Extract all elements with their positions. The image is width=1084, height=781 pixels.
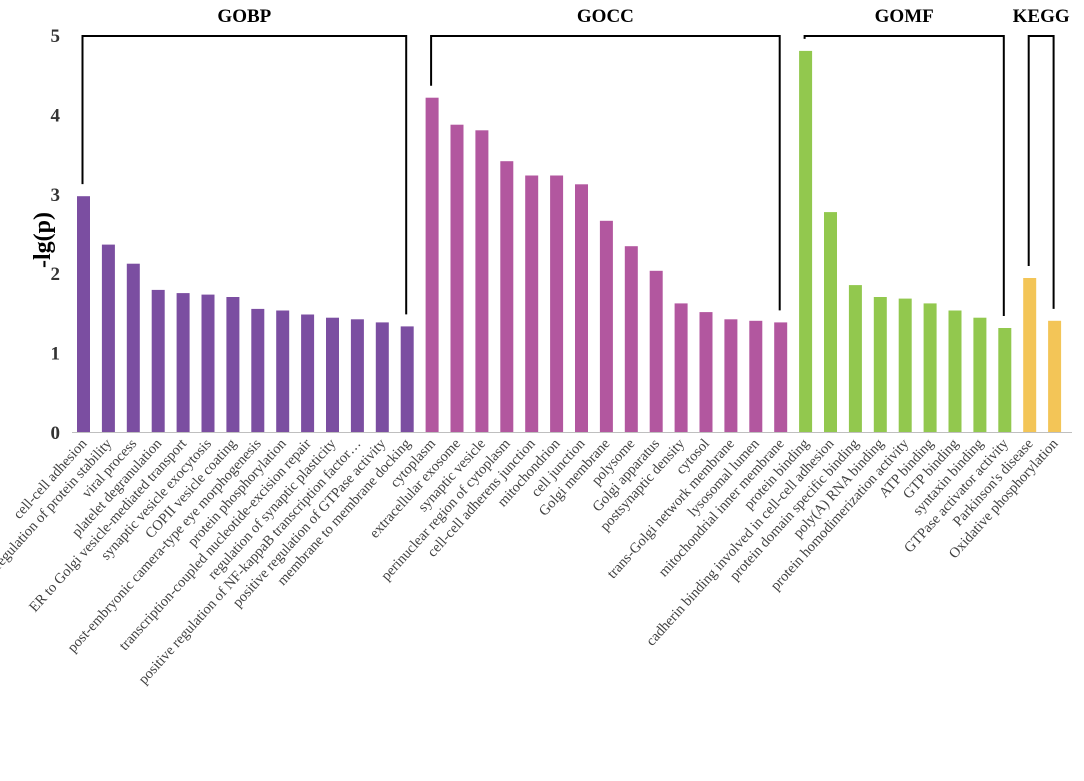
bar — [326, 317, 339, 432]
bar — [898, 298, 912, 432]
bar — [599, 220, 613, 432]
bar — [201, 294, 215, 432]
bar — [1048, 320, 1062, 432]
bar — [824, 212, 837, 432]
bar — [226, 297, 240, 432]
y-tick-label: 5 — [51, 26, 61, 47]
y-axis-label: -lg(p) — [30, 212, 56, 268]
bar — [674, 303, 688, 432]
bar — [176, 293, 190, 432]
bar — [375, 322, 389, 432]
bar — [873, 297, 887, 432]
bar — [350, 319, 364, 432]
bar — [624, 246, 638, 432]
y-tick-label: 1 — [51, 344, 61, 365]
bar — [301, 314, 315, 432]
bar — [973, 317, 987, 432]
bar — [450, 124, 464, 432]
bar — [799, 50, 813, 433]
bar — [550, 175, 564, 432]
group-label: GOBP — [217, 6, 271, 27]
bar — [699, 312, 713, 432]
y-tick-label: 2 — [51, 264, 61, 285]
bar — [749, 320, 763, 432]
group-bracket — [430, 35, 781, 311]
bar — [525, 175, 539, 432]
bar — [251, 308, 265, 432]
bar — [948, 310, 962, 432]
group-label: GOCC — [577, 6, 634, 27]
y-tick-label: 0 — [51, 423, 61, 444]
bar — [649, 270, 663, 432]
bar — [425, 97, 439, 432]
bar — [848, 285, 862, 432]
bar — [923, 303, 937, 432]
group-bracket — [1027, 35, 1055, 309]
bar — [998, 328, 1012, 432]
bar — [101, 244, 115, 432]
bar — [400, 326, 414, 432]
bar — [77, 196, 90, 432]
bar — [500, 161, 514, 432]
y-tick-label: 4 — [51, 105, 61, 126]
bar — [724, 319, 738, 432]
group-label: GOMF — [875, 6, 934, 27]
bar — [151, 289, 165, 432]
bar — [1023, 278, 1037, 432]
group-bracket — [81, 35, 408, 315]
bar — [774, 322, 788, 432]
bar — [126, 263, 140, 432]
group-label: KEGG — [1013, 6, 1070, 27]
y-tick-label: 3 — [51, 185, 61, 206]
bar — [575, 184, 588, 432]
group-bracket — [803, 35, 1005, 316]
bar — [276, 310, 290, 432]
bar — [475, 130, 489, 433]
